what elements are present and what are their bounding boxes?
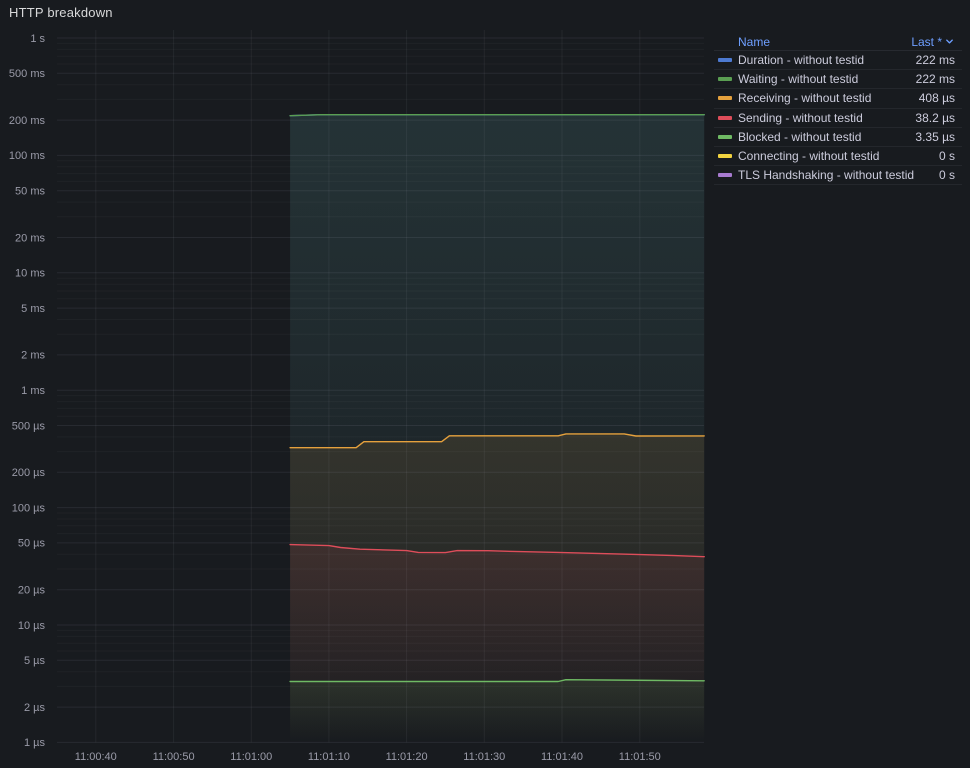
y-tick-label: 1 ms: [21, 385, 45, 397]
y-tick-label: 1 s: [30, 33, 45, 45]
legend-row[interactable]: Blocked - without testid 3.35 µs: [714, 128, 962, 147]
series-color-swatch-icon[interactable]: [718, 154, 732, 159]
series-color-swatch-icon[interactable]: [718, 58, 732, 63]
series-lines: [289, 114, 705, 683]
gridlines: [57, 30, 704, 743]
series-name[interactable]: Sending - without testid: [738, 110, 863, 125]
y-tick-label: 500 µs: [12, 420, 46, 432]
series-last-value: 0 s: [938, 168, 955, 183]
legend-header: Name Last *: [714, 33, 962, 51]
x-tick-label: 11:00:40: [75, 751, 117, 763]
series-name[interactable]: Waiting - without testid: [738, 72, 859, 87]
y-tick-label: 200 ms: [9, 115, 46, 127]
y-tick-label: 2 ms: [21, 350, 45, 362]
panel-title[interactable]: HTTP breakdown: [9, 5, 113, 20]
y-tick-label: 10 ms: [15, 268, 45, 280]
x-tick-label: 11:01:30: [463, 751, 505, 763]
x-tick-label: 11:01:20: [386, 751, 428, 763]
series-last-value: 38.2 µs: [915, 110, 955, 125]
sort-desc-icon: [946, 39, 953, 44]
series-line: [289, 114, 705, 117]
series-color-swatch-icon[interactable]: [718, 77, 732, 82]
y-tick-label: 1 µs: [24, 737, 46, 749]
series-color-swatch-icon[interactable]: [718, 96, 732, 101]
legend-row[interactable]: Receiving - without testid 408 µs: [714, 89, 962, 109]
legend-header-last[interactable]: Last *: [911, 35, 955, 49]
y-tick-label: 20 ms: [15, 232, 45, 244]
series-name[interactable]: Duration - without testid: [738, 53, 865, 68]
legend-header-name[interactable]: Name: [738, 34, 771, 49]
x-tick-label: 11:01:00: [230, 751, 272, 763]
legend-row[interactable]: Sending - without testid 38.2 µs: [714, 109, 962, 128]
y-tick-label: 200 µs: [12, 467, 46, 479]
series-color-swatch-icon[interactable]: [718, 173, 732, 178]
legend-row[interactable]: Waiting - without testid 222 ms: [714, 70, 962, 90]
legend-header-last-label: Last *: [911, 34, 942, 49]
x-tick-label: 11:00:50: [153, 751, 195, 763]
legend-row[interactable]: Connecting - without testid 0 s: [714, 147, 962, 167]
series-name[interactable]: Connecting - without testid: [738, 149, 880, 164]
series-line: [289, 543, 705, 558]
legend-row[interactable]: TLS Handshaking - without testid 0 s: [714, 166, 962, 186]
y-tick-label: 50 µs: [18, 538, 46, 550]
series-fills: [290, 114, 705, 743]
series-name[interactable]: Receiving - without testid: [738, 91, 872, 106]
y-tick-label: 10 µs: [18, 620, 46, 632]
y-tick-label: 5 µs: [24, 655, 46, 667]
y-tick-label: 500 ms: [9, 68, 46, 80]
y-tick-label: 20 µs: [18, 585, 46, 597]
x-tick-label: 11:01:10: [308, 751, 350, 763]
series-fill: [290, 679, 705, 743]
series-color-swatch-icon[interactable]: [718, 115, 732, 120]
legend-rows: Duration - without testid 222 ms Waiting -…: [714, 51, 962, 186]
legend-row[interactable]: Duration - without testid 222 ms: [714, 51, 962, 71]
series-last-value: 222 ms: [915, 53, 955, 68]
y-tick-label: 100 ms: [9, 150, 46, 162]
series-last-value: 3.35 µs: [915, 129, 955, 144]
series-last-value: 222 ms: [915, 72, 955, 87]
y-tick-label: 50 ms: [15, 186, 45, 198]
x-tick-label: 11:01:50: [619, 751, 661, 763]
legend-table: Name Last * Duration - without testid 222…: [714, 33, 962, 186]
series-last-value: 0 s: [938, 149, 955, 164]
y-tick-label: 5 ms: [21, 303, 45, 315]
series-color-swatch-icon[interactable]: [718, 134, 732, 139]
series-line: [289, 433, 705, 449]
x-tick-label: 11:01:40: [541, 751, 583, 763]
series-name[interactable]: TLS Handshaking - without testid: [738, 168, 915, 183]
series-last-value: 408 µs: [918, 91, 955, 106]
series-line: [289, 679, 705, 683]
series-name[interactable]: Blocked - without testid: [738, 129, 862, 144]
y-tick-label: 100 µs: [12, 502, 46, 514]
y-tick-label: 2 µs: [24, 702, 46, 714]
axis-labels: 1 s 500 ms 200 ms 100 ms 50 ms 20 ms 10 ms 5 ms…: [9, 33, 661, 763]
